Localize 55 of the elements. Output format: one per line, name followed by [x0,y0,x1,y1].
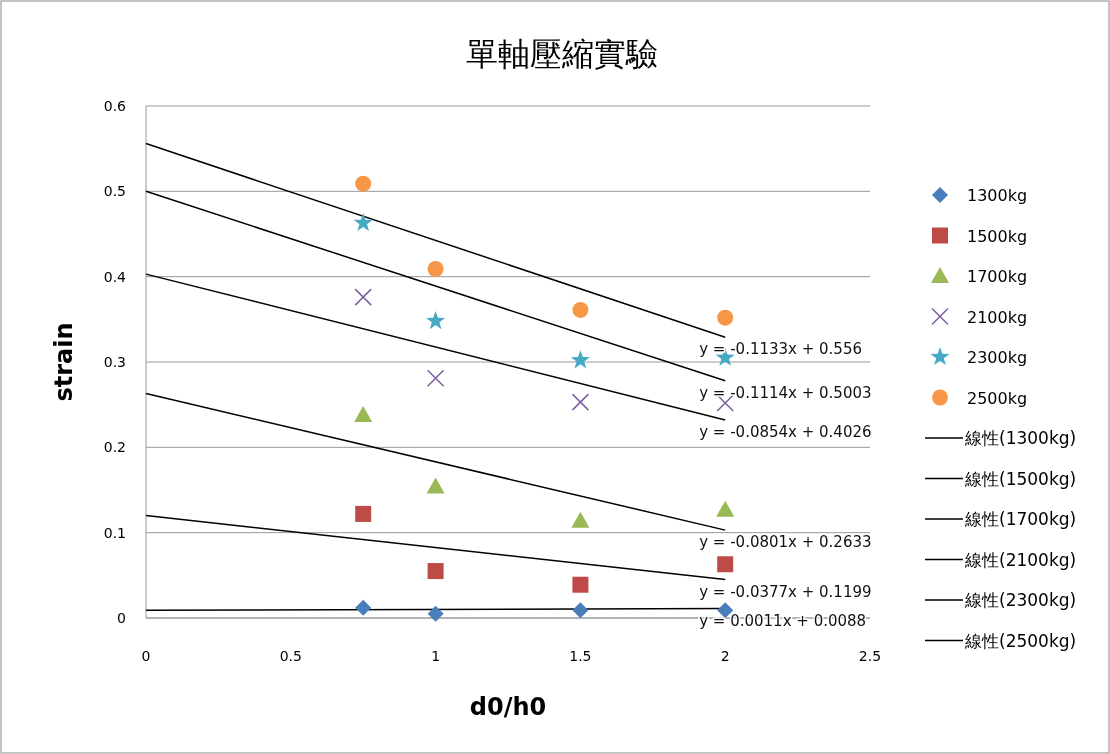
point [353,212,373,231]
point [355,175,372,192]
point [426,369,445,387]
point [571,511,590,528]
y-tick-label: 0.3 [103,354,126,370]
annotation: y = -0.0854x + 0.4026 [699,423,872,442]
annotation: y = -0.1114x + 0.5003 [699,383,872,402]
x-tick-label: 1.5 [569,648,592,664]
legend-label: 線性(2100kg) [964,549,1077,570]
point [427,260,444,277]
x-tick-label: 2 [720,648,730,664]
chart-title: 單軸壓縮實驗 [466,35,658,73]
point [426,311,446,330]
point [572,602,589,619]
point [572,576,589,593]
legend-label: 線性(1500kg) [964,468,1077,489]
legend-label: 線性(2300kg) [964,590,1077,610]
point [427,605,444,622]
point [571,393,590,411]
x-tick-label: 0 [141,648,151,664]
annotation: y = -0.1133x + 0.556 [699,340,863,359]
point [717,556,734,573]
x-axis-title: d0/h0 [469,693,547,721]
point [572,301,589,318]
point [355,599,372,616]
legend-label: 線性(2500kg) [964,630,1077,651]
y-tick-label: 0.5 [103,183,126,200]
point [354,288,372,306]
legend-label: 1300kg [967,186,1028,205]
x-tick-label: 2.5 [858,648,882,664]
legend-label: 2500kg [967,388,1028,408]
point [427,563,444,580]
y-tick-label: 0.1 [103,524,126,541]
annotation: y = 0.0011x + 0.0088 [699,611,867,630]
annotation: y = -0.0801x + 0.2633 [699,533,872,552]
point [717,309,734,326]
x-tick-label: 0.5 [279,648,302,664]
point [716,500,735,517]
legend-label: 線性(1300kg) [964,428,1077,448]
x-tick-label: 1 [431,648,441,664]
point [355,505,372,522]
y-tick-label: 0.6 [103,98,127,114]
annotation: y = -0.0377x + 0.1199 [699,582,872,601]
y-axis-title: strain [50,322,78,402]
legend-label: 1500kg [967,226,1028,246]
y-tick-label: 0.2 [103,439,126,456]
legend-label: 線性(1700kg) [964,509,1077,529]
y-tick-label: 0.4 [103,268,127,285]
legend-label: 2100kg [967,307,1028,327]
point [426,477,445,494]
y-tick-label: 0 [117,610,126,626]
point [354,405,373,422]
point [570,350,590,369]
legend-label: 2300kg [967,348,1028,367]
legend-label: 1700kg [967,267,1028,286]
